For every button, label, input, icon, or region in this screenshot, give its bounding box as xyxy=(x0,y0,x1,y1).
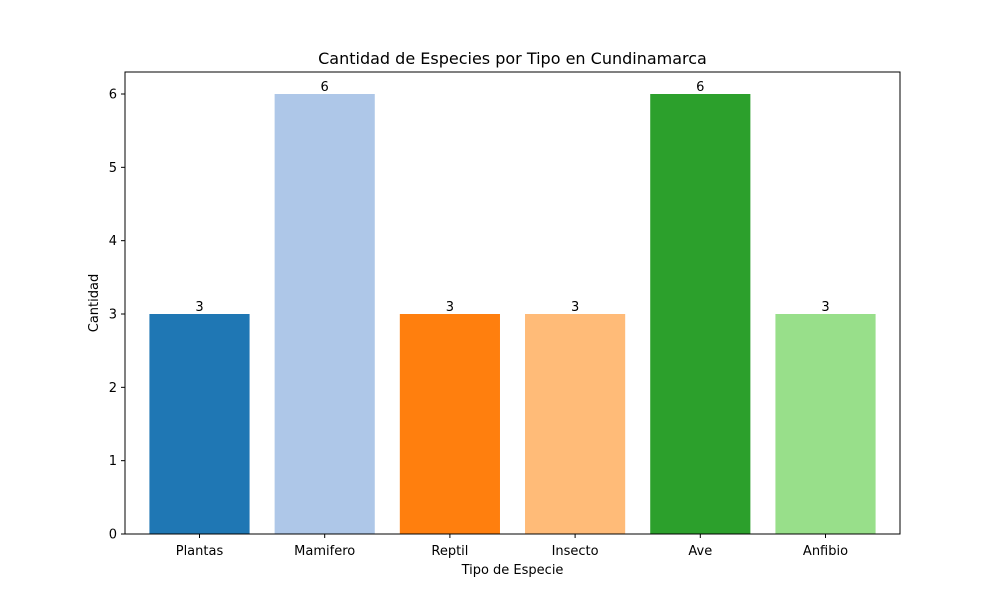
bar-ave xyxy=(650,94,751,534)
bar-mamifero xyxy=(274,94,375,534)
y-tick-label: 3 xyxy=(109,308,117,323)
bar-value-label-reptil: 3 xyxy=(446,300,454,315)
x-tick-label-mamifero: Mamifero xyxy=(294,544,355,559)
y-tick-label: 1 xyxy=(109,454,117,469)
chart-title: Cantidad de Especies por Tipo en Cundina… xyxy=(318,49,707,68)
bar-value-label-mamifero: 6 xyxy=(321,80,329,95)
x-tick-label-reptil: Reptil xyxy=(431,544,468,559)
bar-value-label-insecto: 3 xyxy=(571,300,579,315)
bar-anfibio xyxy=(775,314,876,534)
x-tick-label-anfibio: Anfibio xyxy=(803,544,848,559)
x-axis-label: Tipo de Especie xyxy=(461,563,564,578)
y-tick-label: 6 xyxy=(109,88,117,103)
bar-value-label-anfibio: 3 xyxy=(821,300,829,315)
y-axis-label: Cantidad xyxy=(87,274,102,332)
y-tick-label: 4 xyxy=(109,234,117,249)
bar-insecto xyxy=(525,314,626,534)
y-tick-label: 0 xyxy=(109,528,117,543)
bar-plantas xyxy=(149,314,250,534)
bar-value-label-ave: 6 xyxy=(696,80,704,95)
bar-value-label-plantas: 3 xyxy=(195,300,203,315)
y-tick-label: 2 xyxy=(109,381,117,396)
bar-reptil xyxy=(399,314,500,534)
x-tick-label-ave: Ave xyxy=(688,544,712,559)
x-tick-label-insecto: Insecto xyxy=(552,544,599,559)
x-tick-label-plantas: Plantas xyxy=(176,544,224,559)
y-tick-label: 5 xyxy=(109,161,117,176)
plot-frame xyxy=(124,71,901,535)
